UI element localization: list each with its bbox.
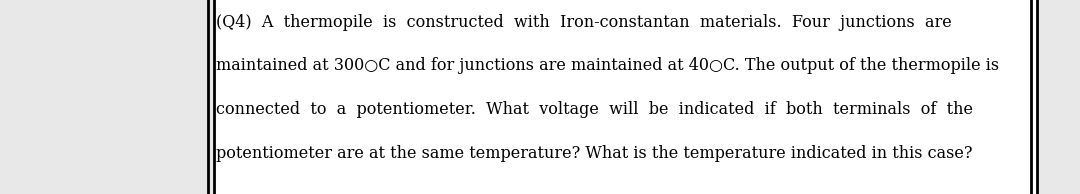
Text: connected  to  a  potentiometer.  What  voltage  will  be  indicated  if  both  : connected to a potentiometer. What volta… [216, 101, 973, 118]
Text: maintained at 300○C and for junctions are maintained at 40○C. The output of the : maintained at 300○C and for junctions ar… [216, 57, 999, 74]
Text: (Q4)  A  thermopile  is  constructed  with  Iron-constantan  materials.  Four  j: (Q4) A thermopile is constructed with Ir… [216, 14, 951, 31]
Bar [214, 0, 1037, 194]
Text: potentiometer are at the same temperature? What is the temperature indicated in : potentiometer are at the same temperatur… [216, 145, 972, 162]
